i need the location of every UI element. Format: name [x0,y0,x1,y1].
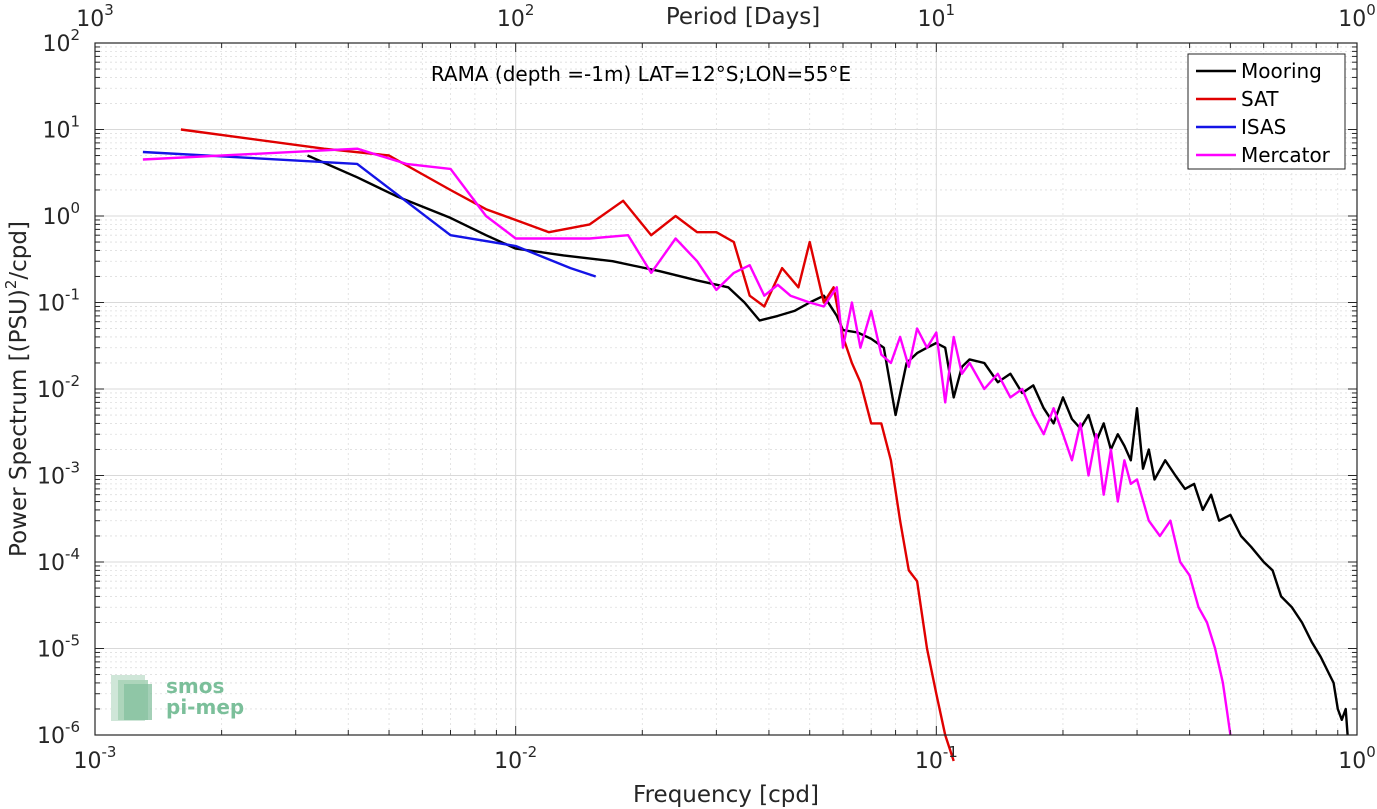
top-tick-label-exp: 1 [946,1,956,19]
series-line-isas [142,150,597,278]
logo-mark-front [124,684,152,720]
y-tick-label: 10-1 [37,286,80,317]
top-tick-label-exp: 2 [525,1,535,19]
x-tick-label-base: 10 [494,749,522,774]
y-tick-label: 100 [42,199,80,230]
x-tick-label: 10-2 [494,743,537,774]
y-tick-label: 10-4 [37,545,80,576]
y-tick-label: 10-2 [37,372,80,403]
y-axis-label-tail: /cpd] [6,221,32,280]
y-tick-label-base: 10 [37,551,65,576]
series-line-mooring [307,154,1349,736]
y-tick-label-base: 10 [37,638,65,663]
y-tick-label-base: 10 [42,119,70,144]
top-tick-label-base: 10 [76,7,104,32]
x-tick-label-exp: -1 [943,743,958,761]
top-tick-label-base: 10 [918,7,946,32]
legend-box [1187,53,1346,170]
legend-label-sat: SAT [1241,87,1279,111]
top-tick-label: 100 [1338,1,1376,32]
x-tick-label-exp: 0 [1366,743,1376,761]
y-tick-label-base: 10 [42,205,70,230]
top-tick-label-exp: 0 [1366,1,1376,19]
y-tick-label-base: 10 [37,292,65,317]
y-axis-label-main: Power Spectrum [(PSU) [6,289,32,557]
top-tick-label: 103 [76,1,114,32]
y-tick-label-exp: -4 [65,545,80,563]
tick-marks [94,42,1358,736]
y-tick-label-base: 10 [37,724,65,749]
logo-text-pimep: pi-mep [166,695,244,719]
x-tick-label: 100 [1338,743,1376,774]
x-tick-label-exp: -3 [102,743,117,761]
x-axis-label: Frequency [cpd] [633,782,819,808]
x-tick-label-base: 10 [915,749,943,774]
top-axis-label: Period [Days] [666,4,820,30]
y-tick-label-exp: 1 [70,113,80,131]
y-axis-label: Power Spectrum [(PSU)2/cpd] [2,221,32,557]
x-tick-label-base: 10 [74,749,102,774]
major-grid [94,42,1358,736]
y-tick-label: 101 [42,113,80,144]
y-tick-label-base: 10 [37,465,65,490]
x-tick-label: 10-1 [915,743,958,774]
y-tick-label-exp: -6 [65,718,80,736]
top-tick-label: 102 [497,1,535,32]
y-axis-label-sup: 2 [2,280,20,290]
y-tick-label-base: 10 [42,32,70,57]
y-tick-label: 102 [42,26,80,57]
y-tick-label-exp: -5 [65,632,80,650]
y-tick-label: 10-3 [37,459,80,490]
y-tick-label-exp: 2 [70,26,80,44]
logo-text-smos: smos [166,674,224,698]
top-tick-label-exp: 3 [104,1,114,19]
y-tick-label-exp: -3 [65,459,80,477]
top-tick-label-base: 10 [1338,7,1366,32]
series-line-sat [180,128,955,762]
legend-label-mooring: Mooring [1241,59,1322,83]
top-tick-label: 101 [918,1,956,32]
series-layer [142,128,1349,762]
legend: Mooring SAT ISAS Mercator [1187,53,1346,170]
y-tick-label-exp: -2 [65,372,80,390]
x-tick-label: 10-3 [74,743,117,774]
station-annotation: RAMA (depth =-1m) LAT=12°S;LON=55°E [431,62,851,86]
y-tick-label-exp: 0 [70,199,80,217]
legend-label-isas: ISAS [1241,115,1286,139]
smos-pimep-logo: smos pi-mep [111,674,244,721]
x-tick-label-base: 10 [1338,749,1366,774]
legend-label-mercator: Mercator [1241,143,1331,167]
x-tick-label-exp: -2 [522,743,537,761]
y-tick-label-base: 10 [37,378,65,403]
y-tick-label-exp: -1 [65,286,80,304]
y-tick-label: 10-6 [37,718,80,749]
top-tick-label-base: 10 [497,7,525,32]
y-tick-label: 10-5 [37,632,80,663]
series-line-mercator [142,147,1232,736]
